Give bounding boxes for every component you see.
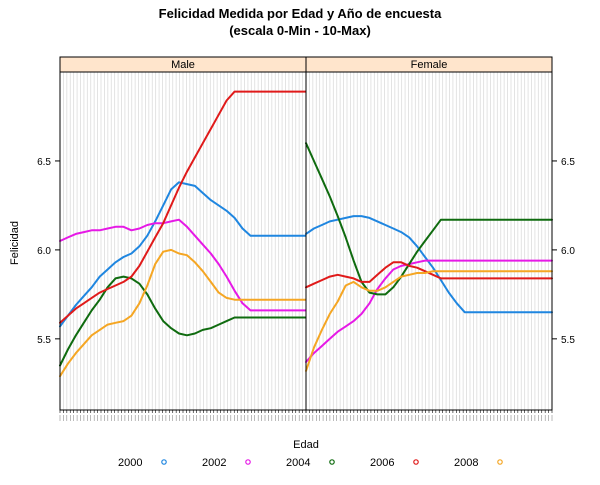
series-line-2004-female (305, 142, 553, 296)
y-axis-label: Felicidad (9, 221, 21, 265)
y-tick-label: 6.5 (37, 157, 51, 168)
panels-layer: Male Female 5.5 5.5 6.0 6.0 6.5 6.5 (37, 56, 575, 421)
legend-label: 2002 (202, 457, 226, 469)
panel-strip-label: Female (411, 59, 448, 71)
y-tick-label: 5.5 (37, 335, 51, 346)
y-tick-label: 6.0 (561, 246, 575, 257)
y-tick-label: 6.5 (561, 157, 575, 168)
series-line-2002-female (305, 259, 553, 363)
panel-strip-label: Male (171, 59, 195, 71)
series-line-2000-female (305, 215, 553, 314)
series-line-2008-female (305, 270, 553, 372)
legend-marker (161, 459, 167, 465)
series-line-2002-male (59, 218, 307, 312)
panel-female: Female (305, 56, 553, 421)
y-tick-label: 5.5 (561, 335, 575, 346)
x-axis-label: Edad (293, 439, 319, 451)
panel-frame (305, 71, 553, 411)
legend-label: 2006 (370, 457, 394, 469)
series-line-2000-male (59, 181, 307, 328)
legend-marker (245, 459, 251, 465)
series-line-2008-male (59, 248, 307, 378)
legend-label: 2008 (454, 457, 478, 469)
series-line-2006-male (59, 90, 307, 324)
legend-label: 2004 (286, 457, 310, 469)
legend-marker (329, 459, 335, 465)
legend-marker (413, 459, 419, 465)
y-tick-label: 6.0 (37, 246, 51, 257)
legend-label: 2000 (118, 457, 142, 469)
legend: 2000 2002 2004 2006 2008 (118, 457, 503, 469)
series-line-2004-male (59, 275, 307, 367)
y-axis: 5.5 5.5 6.0 6.0 6.5 6.5 (37, 157, 575, 346)
chart-title: Felicidad Medida por Edad y Año de encue… (159, 6, 442, 21)
legend-marker (497, 459, 503, 465)
chart-subtitle: (escala 0-Min - 10-Max) (229, 23, 371, 38)
panel-male: Male (59, 56, 307, 421)
